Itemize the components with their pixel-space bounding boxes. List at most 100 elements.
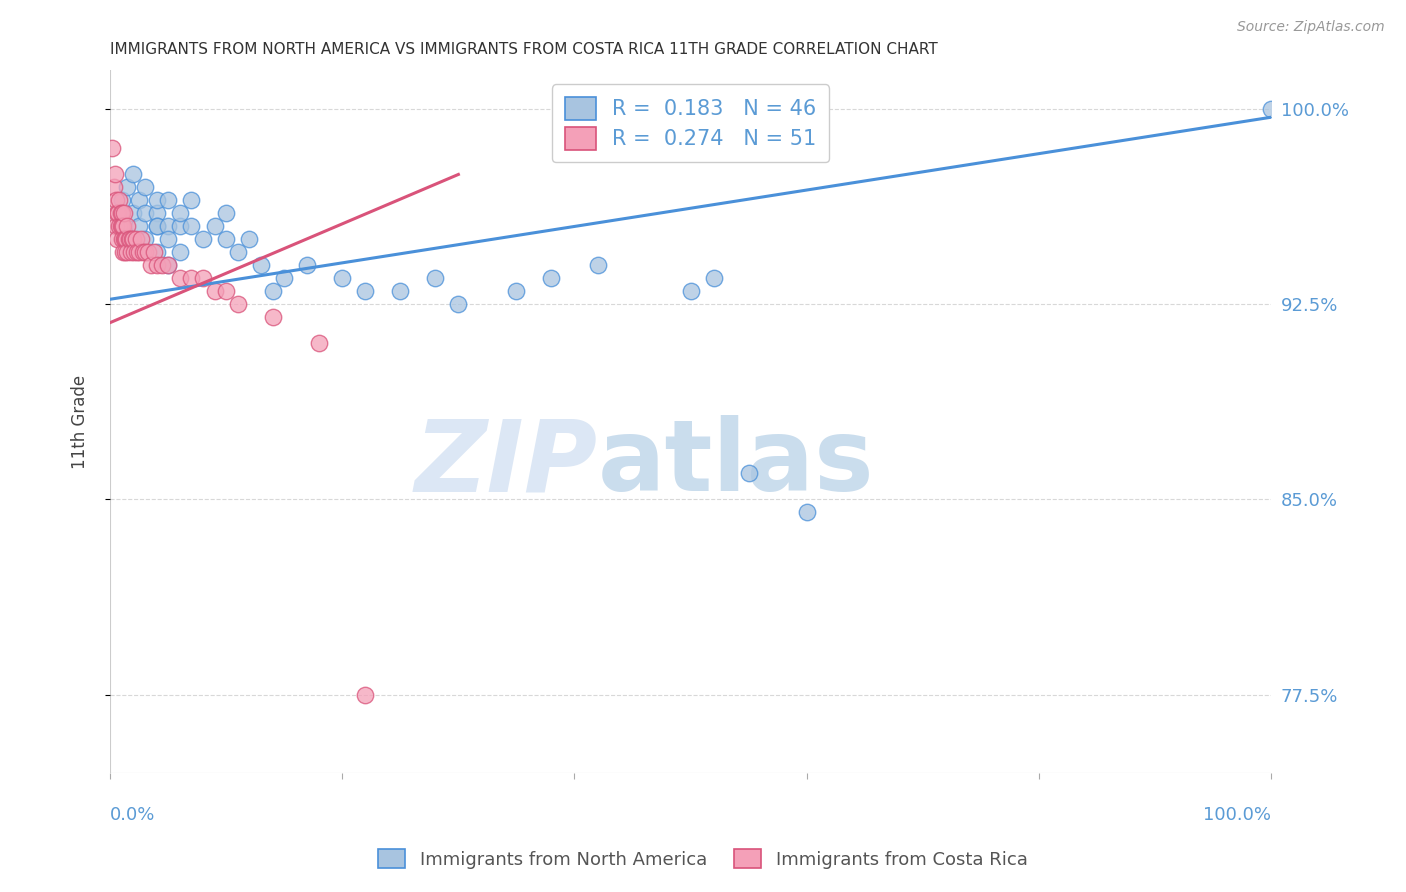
Point xyxy=(124,245,146,260)
Legend: R =  0.183   N = 46, R =  0.274   N = 51: R = 0.183 N = 46, R = 0.274 N = 51 xyxy=(553,85,830,162)
Point xyxy=(145,245,167,260)
Point xyxy=(1260,103,1282,117)
Point xyxy=(110,219,132,234)
Point xyxy=(157,194,180,208)
Point xyxy=(112,232,135,246)
Point xyxy=(250,259,273,273)
Point xyxy=(180,194,202,208)
Point xyxy=(145,219,167,234)
Point xyxy=(131,232,153,246)
Point xyxy=(297,259,319,273)
Point xyxy=(226,297,249,311)
Point xyxy=(273,271,295,285)
Point xyxy=(191,232,214,246)
Y-axis label: 11th Grade: 11th Grade xyxy=(72,375,89,468)
Point xyxy=(389,285,412,299)
Point xyxy=(114,245,136,260)
Point xyxy=(145,206,167,220)
Point xyxy=(107,206,129,220)
Point xyxy=(215,285,238,299)
Point xyxy=(204,219,226,234)
Point xyxy=(124,232,146,246)
Point xyxy=(150,259,173,273)
Text: atlas: atlas xyxy=(598,415,875,512)
Point xyxy=(111,232,134,246)
Point xyxy=(134,232,156,246)
Point xyxy=(122,168,145,182)
Point xyxy=(157,259,180,273)
Point xyxy=(143,245,166,260)
Point xyxy=(679,285,702,299)
Point xyxy=(180,271,202,285)
Text: IMMIGRANTS FROM NORTH AMERICA VS IMMIGRANTS FROM COSTA RICA 11TH GRADE CORRELATI: IMMIGRANTS FROM NORTH AMERICA VS IMMIGRA… xyxy=(110,42,938,57)
Point xyxy=(308,336,330,351)
Point xyxy=(505,285,527,299)
Text: Source: ZipAtlas.com: Source: ZipAtlas.com xyxy=(1237,20,1385,34)
Point xyxy=(226,245,249,260)
Point xyxy=(169,271,191,285)
Point xyxy=(145,259,167,273)
Point xyxy=(138,245,160,260)
Point xyxy=(122,206,145,220)
Point xyxy=(157,219,180,234)
Point xyxy=(111,219,134,234)
Point xyxy=(111,245,134,260)
Point xyxy=(122,232,145,246)
Point xyxy=(157,259,180,273)
Point xyxy=(108,194,131,208)
Point xyxy=(215,232,238,246)
Point xyxy=(586,259,609,273)
Text: ZIP: ZIP xyxy=(415,415,598,512)
Point xyxy=(703,271,725,285)
Point xyxy=(447,297,470,311)
Point xyxy=(108,219,131,234)
Point xyxy=(540,271,562,285)
Point xyxy=(169,219,191,234)
Point xyxy=(134,245,156,260)
Point xyxy=(262,285,284,299)
Point xyxy=(145,219,167,234)
Point xyxy=(118,232,141,246)
Point xyxy=(215,206,238,220)
Point xyxy=(354,688,377,702)
Point xyxy=(134,180,156,194)
Point xyxy=(330,271,353,285)
Point xyxy=(180,219,202,234)
Point xyxy=(796,506,818,520)
Point xyxy=(118,232,141,246)
Point xyxy=(111,194,134,208)
Point xyxy=(157,232,180,246)
Legend: Immigrants from North America, Immigrants from Costa Rica: Immigrants from North America, Immigrant… xyxy=(371,841,1035,876)
Point xyxy=(121,232,143,246)
Point xyxy=(112,206,135,220)
Point xyxy=(169,206,191,220)
Point xyxy=(110,206,132,220)
Point xyxy=(425,271,447,285)
Point xyxy=(115,232,138,246)
Point xyxy=(354,285,377,299)
Point xyxy=(134,206,156,220)
Point xyxy=(120,245,142,260)
Point xyxy=(169,245,191,260)
Point xyxy=(104,168,127,182)
Point xyxy=(128,194,150,208)
Point xyxy=(101,141,124,155)
Point xyxy=(117,219,139,234)
Point xyxy=(139,259,162,273)
Text: 100.0%: 100.0% xyxy=(1204,806,1271,824)
Point xyxy=(131,245,153,260)
Point xyxy=(111,206,134,220)
Point xyxy=(111,219,134,234)
Point xyxy=(105,206,128,220)
Point xyxy=(128,245,150,260)
Text: 0.0%: 0.0% xyxy=(110,806,156,824)
Point xyxy=(125,245,148,260)
Point xyxy=(117,180,139,194)
Point xyxy=(238,232,260,246)
Point xyxy=(105,232,128,246)
Point xyxy=(128,219,150,234)
Point xyxy=(104,194,127,208)
Point xyxy=(114,232,136,246)
Point xyxy=(145,194,167,208)
Point xyxy=(104,219,127,234)
